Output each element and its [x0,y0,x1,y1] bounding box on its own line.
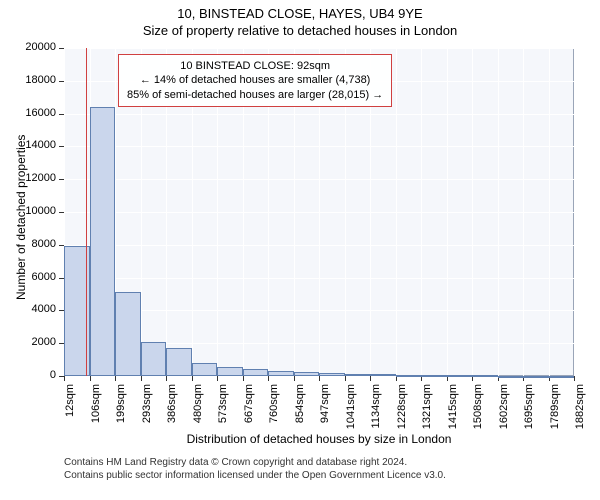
x-tick-label: 293sqm [141,384,153,434]
y-tick-label: 10000 [0,205,56,217]
histogram-bar [549,376,575,378]
footer-text: Contains HM Land Registry data © Crown c… [64,456,574,482]
y-tick-label: 2000 [0,336,56,348]
histogram-bar [192,363,218,376]
histogram-bar [498,376,524,378]
x-tick [115,376,116,381]
annotation-line1: 10 BINSTEAD CLOSE: 92sqm [127,59,383,73]
y-tick-label: 6000 [0,271,56,283]
gridline-v [447,48,448,376]
annotation-box: 10 BINSTEAD CLOSE: 92sqm← 14% of detache… [118,54,392,107]
x-tick [90,376,91,381]
x-tick-label: 480sqm [192,384,204,434]
histogram-bar [268,371,294,376]
x-tick [243,376,244,381]
histogram-bar [294,372,320,376]
x-tick [345,376,346,381]
histogram-bar [421,375,447,377]
chart-container: 10, BINSTEAD CLOSE, HAYES, UB4 9YE Size … [0,0,600,500]
histogram-bar [90,107,116,376]
footer-line2: Contains public sector information licen… [64,469,574,482]
x-tick-label: 1041sqm [345,384,357,434]
y-tick-label: 8000 [0,238,56,250]
annotation-line2: ← 14% of detached houses are smaller (4,… [127,73,383,87]
x-tick [294,376,295,381]
footer-line1: Contains HM Land Registry data © Crown c… [64,456,574,469]
y-tick-label: 20000 [0,41,56,53]
histogram-bar [472,375,498,377]
x-tick [370,376,371,381]
chart-subtitle: Size of property relative to detached ho… [0,21,600,38]
x-tick-label: 1415sqm [447,384,459,434]
x-axis-label: Distribution of detached houses by size … [64,432,574,446]
x-tick-label: 854sqm [294,384,306,434]
histogram-bar [243,369,269,376]
gridline-v [549,48,550,376]
gridline-v [523,48,524,376]
x-tick-label: 1228sqm [396,384,408,434]
x-tick-label: 1508sqm [472,384,484,434]
y-tick-label: 0 [0,369,56,381]
histogram-bar [141,342,167,376]
x-tick [268,376,269,381]
y-tick-label: 4000 [0,303,56,315]
x-tick [141,376,142,381]
y-tick-label: 18000 [0,74,56,86]
x-tick-label: 106sqm [90,384,102,434]
x-tick-label: 12sqm [64,384,76,434]
histogram-bar [115,292,141,376]
x-tick [192,376,193,381]
x-tick-label: 1695sqm [523,384,535,434]
y-tick-label: 14000 [0,139,56,151]
x-tick-label: 667sqm [243,384,255,434]
x-tick-label: 1134sqm [370,384,382,434]
histogram-bar [166,348,192,376]
x-tick [396,376,397,381]
x-tick-label: 1602sqm [498,384,510,434]
gridline-v [396,48,397,376]
histogram-bar [447,375,473,377]
x-tick [166,376,167,381]
gridline-v [498,48,499,376]
histogram-bar [523,376,549,378]
x-tick-label: 1789sqm [549,384,561,434]
x-tick [64,376,65,381]
x-tick-label: 573sqm [217,384,229,434]
x-tick-label: 1321sqm [421,384,433,434]
x-tick-label: 1882sqm [574,384,586,434]
x-tick [574,376,575,381]
gridline-v [472,48,473,376]
x-tick-label: 199sqm [115,384,127,434]
reference-line [86,48,87,376]
histogram-bar [319,373,345,376]
histogram-bar [345,374,371,376]
x-tick-label: 760sqm [268,384,280,434]
x-tick [319,376,320,381]
gridline-v [574,48,575,376]
histogram-bar [396,375,422,377]
gridline-v [421,48,422,376]
x-tick-label: 386sqm [166,384,178,434]
x-tick-label: 947sqm [319,384,331,434]
x-tick [217,376,218,381]
chart-title: 10, BINSTEAD CLOSE, HAYES, UB4 9YE [0,0,600,21]
y-tick-label: 12000 [0,172,56,184]
histogram-bar [370,374,396,376]
histogram-bar [217,367,243,376]
y-tick-label: 16000 [0,107,56,119]
annotation-line3: 85% of semi-detached houses are larger (… [127,88,383,102]
